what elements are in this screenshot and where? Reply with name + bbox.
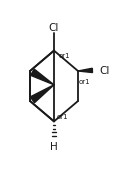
Text: H: H [50, 142, 58, 152]
Polygon shape [30, 85, 54, 103]
Text: Cl: Cl [100, 66, 110, 76]
Text: or1: or1 [59, 53, 70, 59]
Text: or1: or1 [79, 79, 90, 85]
Polygon shape [31, 69, 54, 85]
Text: or1: or1 [56, 114, 68, 120]
Polygon shape [78, 68, 93, 73]
Text: Cl: Cl [49, 23, 59, 33]
